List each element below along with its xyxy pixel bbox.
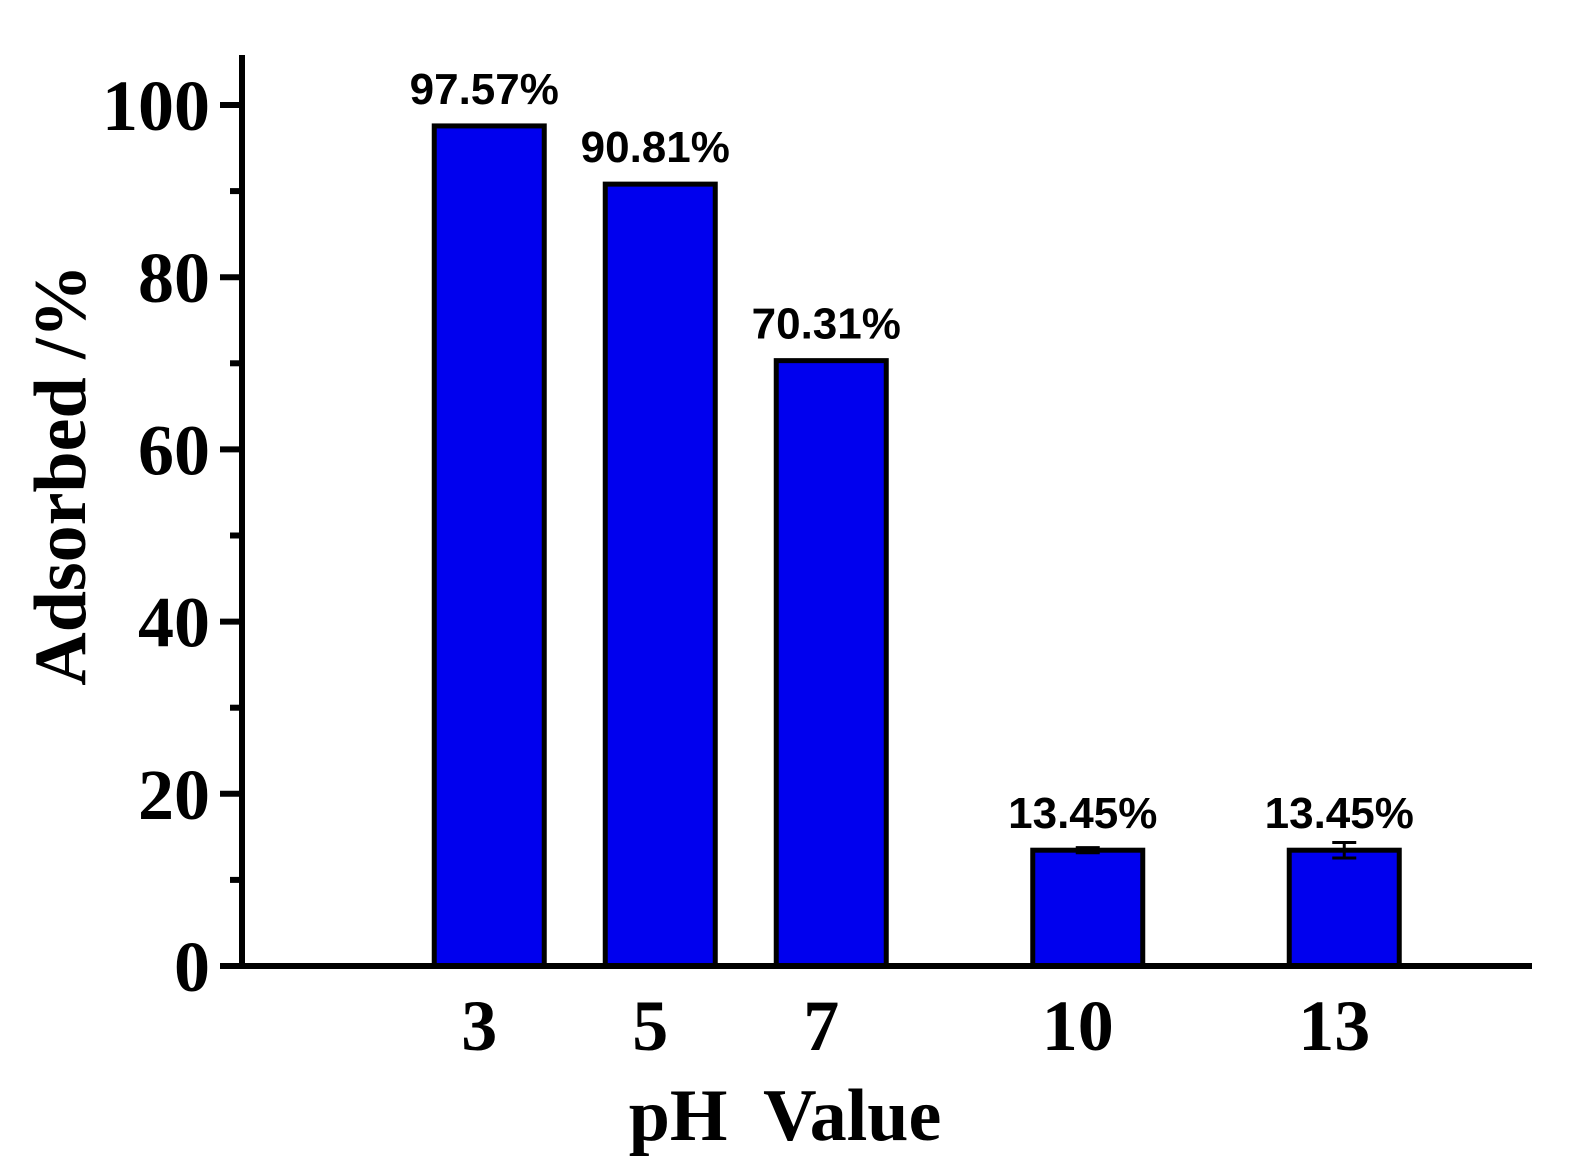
- x-tick-label-7: 7: [803, 986, 839, 1066]
- y-tick-label-20: 20: [138, 755, 210, 835]
- y-ticks-group: 0 20 40 60 80 100: [102, 66, 242, 1007]
- data-label-ph-10: 13.45%: [1008, 789, 1157, 838]
- x-tick-label-10: 10: [1042, 986, 1114, 1066]
- data-label-ph-5: 90.81%: [581, 123, 730, 172]
- y-tick-label-60: 60: [138, 410, 210, 490]
- data-label-ph-7: 70.31%: [752, 300, 901, 349]
- y-tick-label-0: 0: [174, 927, 210, 1007]
- x-tick-label-5: 5: [632, 986, 668, 1066]
- bars-group: [431, 123, 1402, 969]
- data-label-ph-3: 97.57%: [410, 65, 559, 114]
- bar-ph-7: [773, 358, 889, 969]
- data-labels-group: 97.57% 90.81% 70.31% 13.45% 13.45%: [410, 65, 1414, 838]
- bar-ph-10: [1030, 847, 1146, 969]
- y-tick-label-100: 100: [102, 66, 210, 146]
- x-tick-label-13: 13: [1298, 986, 1370, 1066]
- y-axis-title: Adsorbed /%: [20, 264, 102, 685]
- bar-ph-13: [1286, 847, 1402, 969]
- error-bars-group: [1075, 840, 1357, 860]
- data-label-ph-13: 13.45%: [1265, 789, 1414, 838]
- bar-ph-3: [431, 123, 547, 969]
- x-ticks-group: 3 5 7 10 13: [461, 986, 1370, 1066]
- bar-ph-5: [602, 181, 718, 969]
- y-tick-label-80: 80: [138, 238, 210, 318]
- axes-group: [220, 55, 1532, 969]
- x-tick-label-3: 3: [461, 986, 497, 1066]
- x-axis-title: pH Value: [629, 1075, 942, 1157]
- y-tick-label-40: 40: [138, 583, 210, 663]
